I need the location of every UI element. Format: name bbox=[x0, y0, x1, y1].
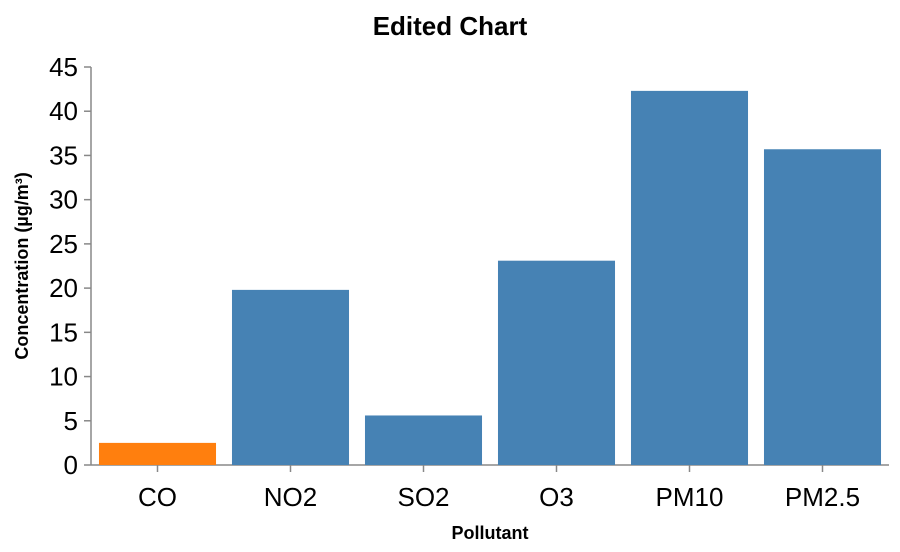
y-axis: 0 5 10 15 20 25 30 35 40 45 bbox=[49, 52, 92, 480]
y-tick-label: 30 bbox=[49, 185, 78, 215]
y-axis-title: Concentration (µg/m³) bbox=[12, 172, 32, 359]
bar-no2 bbox=[231, 289, 350, 465]
y-tick-label: 45 bbox=[49, 52, 78, 82]
y-tick-label: 20 bbox=[49, 273, 78, 303]
y-tick-label: 0 bbox=[64, 450, 78, 480]
y-tick-label: 15 bbox=[49, 317, 78, 347]
y-tick-label: 35 bbox=[49, 140, 78, 170]
x-tick-label: O3 bbox=[539, 482, 574, 512]
bars bbox=[98, 90, 882, 465]
x-tick-label: PM2.5 bbox=[785, 482, 860, 512]
bar-o3 bbox=[497, 260, 616, 465]
x-tick-label: CO bbox=[138, 482, 177, 512]
x-axis-title: Pollutant bbox=[452, 523, 529, 543]
x-tick-label: PM10 bbox=[656, 482, 724, 512]
x-tick-label: SO2 bbox=[397, 482, 449, 512]
x-axis: CO NO2 SO2 O3 PM10 PM2.5 bbox=[91, 464, 889, 512]
y-tick-label: 25 bbox=[49, 229, 78, 259]
y-tick-label: 40 bbox=[49, 96, 78, 126]
y-tick-label: 10 bbox=[49, 362, 78, 392]
chart-title: Edited Chart bbox=[373, 11, 528, 41]
x-tick-label: NO2 bbox=[264, 482, 317, 512]
bar-pm2-5 bbox=[763, 149, 882, 465]
bar-so2 bbox=[364, 415, 483, 465]
y-tick-label: 5 bbox=[64, 406, 78, 436]
bar-co bbox=[98, 442, 217, 465]
bar-pm10 bbox=[630, 90, 749, 465]
